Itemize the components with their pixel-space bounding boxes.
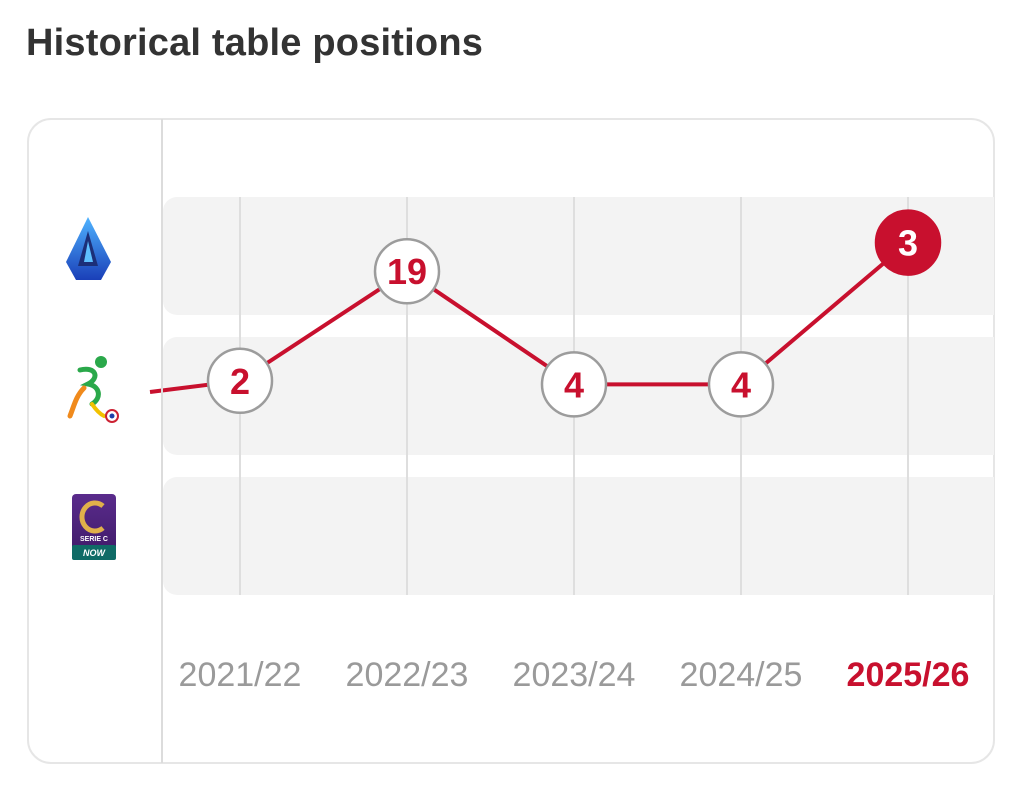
season-label-2025-26[interactable]: 2025/26 — [847, 656, 970, 694]
season-label-2024-25[interactable]: 2024/25 — [680, 656, 803, 694]
position-label: 4 — [564, 364, 584, 405]
serie-c-logo: SERIE C NOW — [72, 494, 116, 560]
season-label-2021-22[interactable]: 2021/22 — [179, 656, 302, 694]
serie-a-logo — [66, 217, 111, 280]
position-marker-2021-22[interactable] — [206, 347, 274, 415]
position-marker-2024-25[interactable] — [707, 351, 775, 418]
season-label-2022-23[interactable]: 2022/23 — [346, 656, 469, 694]
serie-b-logo — [67, 356, 119, 423]
position-label: 2 — [230, 361, 250, 402]
position-marker-2023-24[interactable] — [540, 351, 608, 418]
serie-c-logo-text: SERIE C — [80, 536, 108, 543]
position-label: 19 — [387, 251, 427, 292]
position-marker-2025-26[interactable] — [874, 209, 942, 276]
league-band-2 — [163, 337, 994, 455]
league-band-3 — [163, 477, 994, 595]
page-title: Historical table positions — [26, 22, 484, 64]
position-label: 4 — [731, 364, 751, 405]
position-label: 3 — [898, 223, 918, 264]
serie-c-logo-now: NOW — [83, 548, 107, 558]
season-label-2023-24[interactable]: 2023/24 — [513, 656, 636, 694]
position-marker-2022-23[interactable] — [373, 237, 441, 305]
